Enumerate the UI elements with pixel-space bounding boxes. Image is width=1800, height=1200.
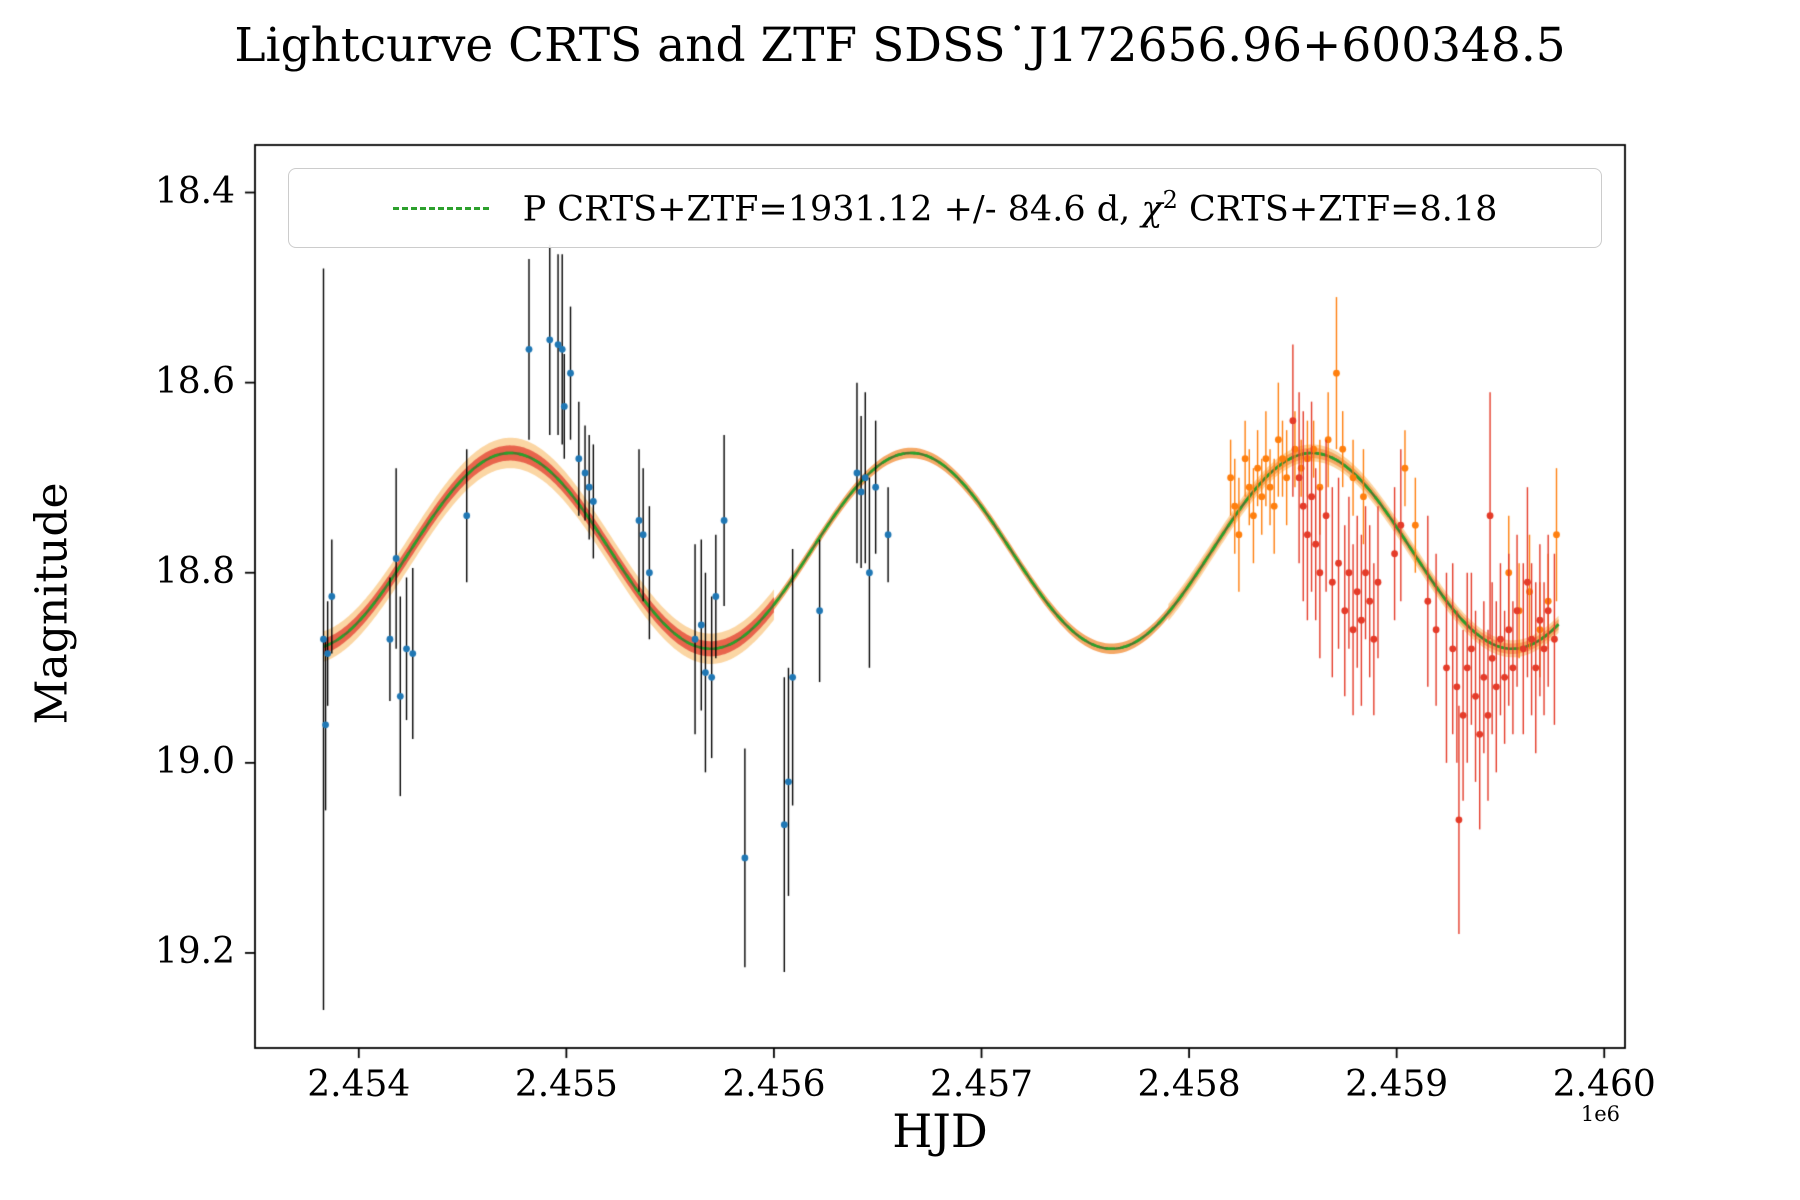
y-tick-label: 19.0: [154, 740, 235, 782]
y-tick-label: 18.4: [154, 170, 235, 212]
x-tick-label: 2.457: [929, 1064, 1034, 1105]
x-axis-label: HJD: [892, 1104, 988, 1158]
x-tick-label: 2.455: [514, 1064, 618, 1105]
chi-exponent: 2: [1162, 186, 1178, 215]
x-tick-label: 2.459: [1345, 1064, 1449, 1105]
y-tick-label: 18.8: [154, 550, 235, 592]
x-tick-label: 2.458: [1137, 1064, 1241, 1105]
legend-label-part1: P CRTS+ZTF=1931.12 +/- 84.6 d,: [522, 189, 1142, 230]
x-tick-label: 2.456: [722, 1064, 826, 1105]
y-tick-label: 18.6: [154, 360, 235, 402]
x-tick-label: 2.460: [1552, 1064, 1656, 1105]
legend-label: P CRTS+ZTF=1931.12 +/- 84.6 d, χ2 CRTS+Z…: [523, 186, 1498, 230]
model-line-legend-sample: [392, 206, 489, 210]
x-tick-label: 2.454: [307, 1064, 411, 1105]
chi-symbol: χ: [1141, 189, 1163, 230]
chart-title: Lightcurve CRTS and ZTF SDSS˙J172656.96+…: [234, 18, 1566, 73]
y-axis-label: Magnitude: [26, 482, 78, 725]
y-tick-label: 19.2: [154, 930, 235, 972]
x-axis-offset-label: 1e6: [1580, 1102, 1620, 1126]
legend-label-part2: CRTS+ZTF=8.18: [1177, 189, 1498, 230]
legend: P CRTS+ZTF=1931.12 +/- 84.6 d, χ2 CRTS+Z…: [288, 168, 1602, 248]
